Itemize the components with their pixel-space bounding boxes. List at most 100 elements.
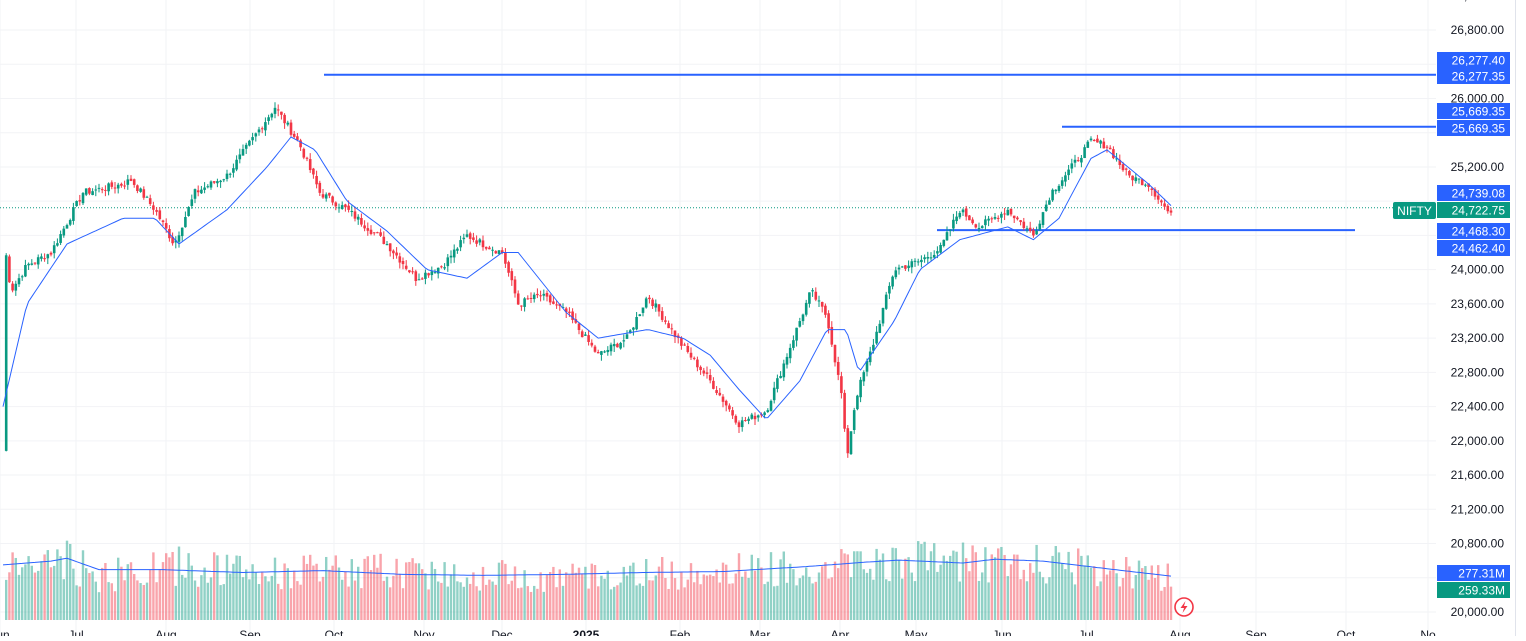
candle [494,250,498,255]
candle [632,326,635,336]
horizontal-lines[interactable] [324,73,1436,232]
candles [4,102,1173,458]
volume-bar [821,566,824,620]
volume-bar [433,568,437,620]
price-axis-label: 22,000.00 [1451,434,1505,448]
candle [196,185,200,197]
price-axis[interactable]: 27,200.00 26,800.00 26,000.00 25,200.00 24,0… [1451,0,1505,619]
candle [248,139,251,147]
volume-bar [1025,581,1029,620]
volume-bar [72,568,75,620]
volume-bar [536,588,539,620]
volume-bar [593,565,597,620]
candle [446,254,450,272]
candle [782,359,786,381]
volume-bar [277,583,280,620]
volume-bar [149,569,152,620]
candle [24,259,27,278]
time-axis[interactable]: Jun Jul Aug Sep Oct Nov Dec 2025 Feb Mar Apr May Jun… [0,628,1436,641]
candle [260,126,264,134]
volume-bar [1067,551,1070,620]
volume-bar [993,557,997,620]
volume-bar [309,554,312,620]
price-marker: 24,722.75 [1437,202,1510,218]
volume-bar [645,559,648,620]
candle [772,381,776,404]
volume-bar [1169,586,1173,620]
volume-bar [907,557,910,620]
time-axis-label: Sep [1245,628,1267,636]
candle [366,222,370,236]
volume-bar [30,565,33,620]
volume-bar [318,581,321,620]
candle [804,299,808,317]
volume-bar [584,566,587,620]
candle [126,174,130,190]
volume-bar [133,574,136,620]
candle [30,259,34,266]
volume-bar [657,566,661,620]
volume-bar [616,585,619,620]
candle [1080,154,1083,168]
candle [1099,139,1102,149]
time-axis-label: Dec [491,628,512,636]
candle [209,180,213,190]
volume-bar [209,577,213,620]
price-axis-label: 25,200.00 [1451,160,1505,174]
volume-bar [568,574,571,620]
candle [382,231,386,245]
volume-bar [334,555,337,620]
candle [212,181,216,185]
volume-bar [5,579,8,620]
volume-bar [401,588,405,620]
candle [923,254,926,263]
volume-bar [1137,560,1141,620]
sma-line [2,136,1172,419]
candle [1086,140,1090,148]
volume-bar [1019,579,1022,620]
volume-bar [693,582,696,620]
volume-bar [670,561,673,620]
volume-bar [789,563,792,620]
candle [939,242,942,254]
volume-bar [1147,579,1150,620]
candle [1048,197,1051,205]
volume-bar [741,576,744,620]
volume-bar [702,574,705,620]
volume-bar [174,585,177,620]
volume-bar [203,567,206,620]
volume-bar [875,548,878,620]
lightning-icon[interactable] [1174,597,1194,617]
volume-bar [168,557,171,620]
volume-bar [411,558,414,620]
volume-bar [571,563,574,620]
volume-bar [641,585,645,620]
candle [171,232,174,246]
candle [814,287,818,302]
candle [920,255,923,268]
svg-text:24,462.40: 24,462.40 [1452,242,1506,256]
volume-bar [805,567,808,620]
volume-bar [206,582,209,620]
volume-bar [977,580,981,620]
volume-bar [264,576,267,620]
candle [481,235,485,251]
volume-bar [305,563,309,620]
candle [414,269,418,286]
volume-bar [293,570,296,620]
candle [990,216,994,223]
volume-bar [1045,583,1048,620]
volume-sma-line [2,557,1172,577]
time-axis-label: Oct [1337,628,1356,636]
candle [974,223,978,229]
candle [606,346,610,356]
volume-bar [785,582,789,620]
volume-bar [81,550,85,620]
volume-bar [648,580,651,620]
candle [158,207,162,221]
candle [916,258,920,266]
candle [1038,220,1042,231]
candle [667,320,670,329]
